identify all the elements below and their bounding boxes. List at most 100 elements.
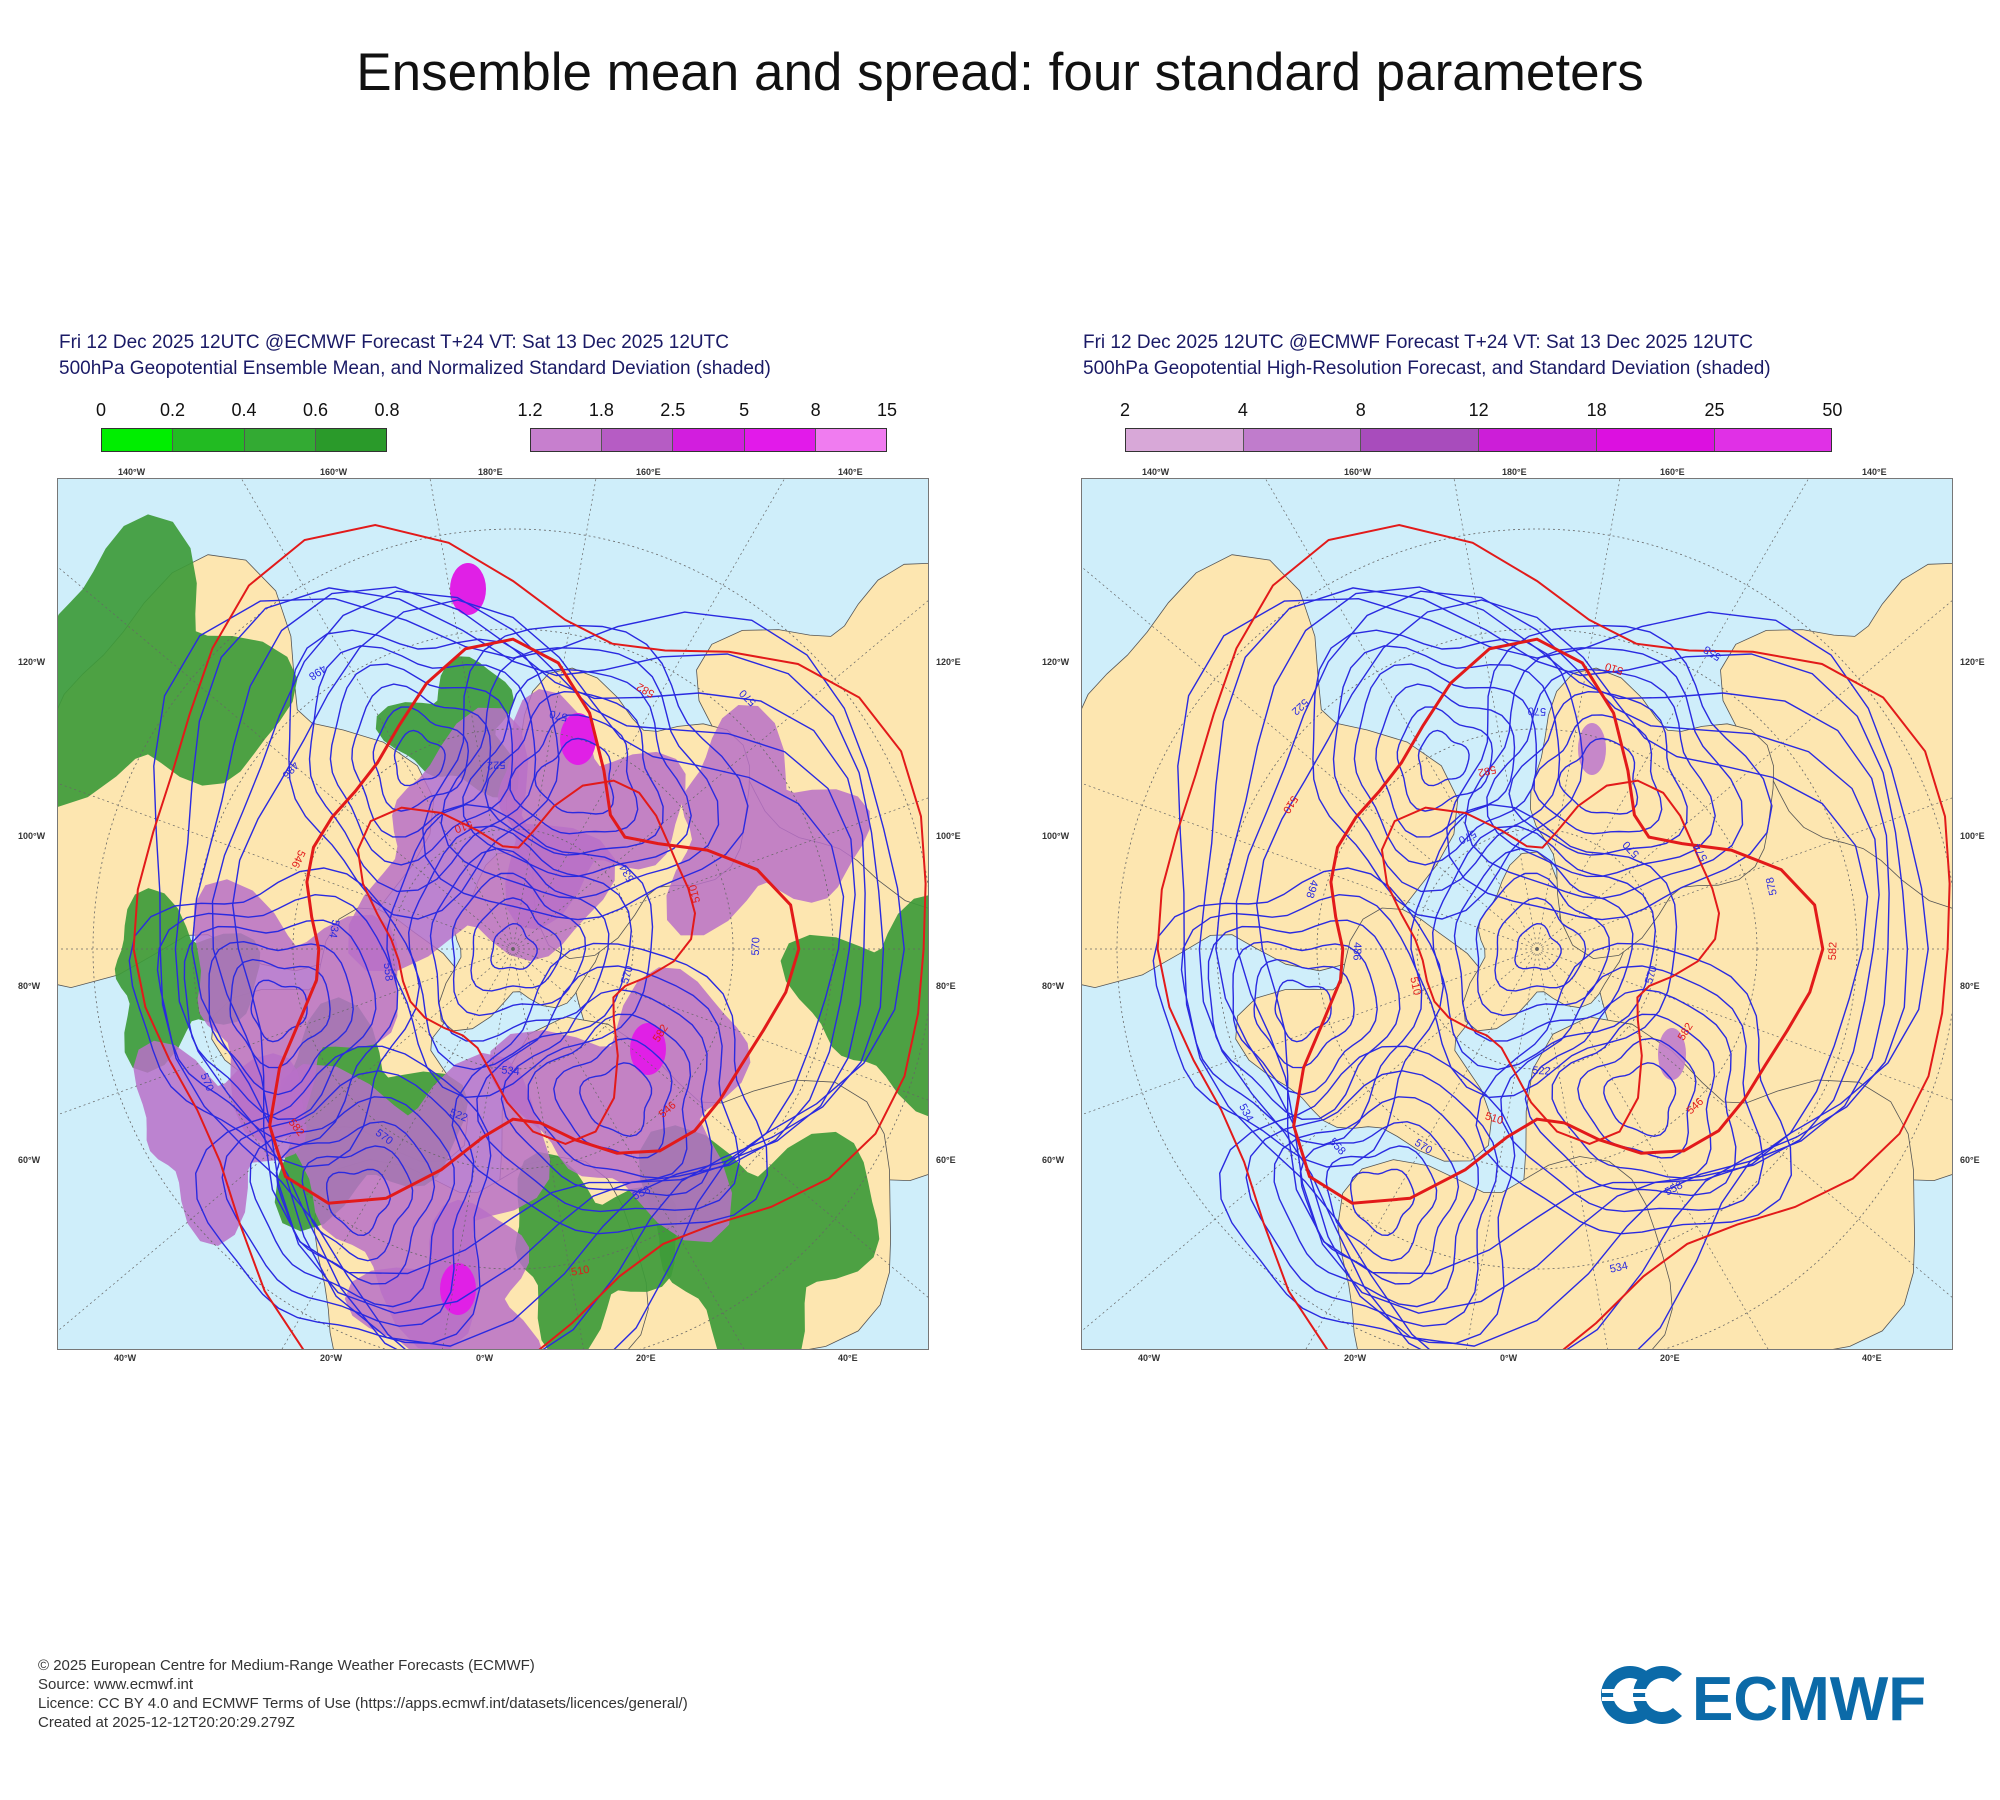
height-contour <box>1475 872 1611 1017</box>
low-spread-shading <box>515 1151 678 1349</box>
map-canvas: 5705825465585105345225705825705585345464… <box>58 479 928 1349</box>
legend-label: 25 <box>1704 400 1725 420</box>
height-contour <box>1508 690 1688 856</box>
meridian-line <box>1536 479 1621 950</box>
height-contour <box>500 988 713 1197</box>
forecast-time-line: Fri 12 Dec 2025 12UTC @ECMWF Forecast T+… <box>59 332 729 353</box>
legend-label: 0.4 <box>231 400 257 420</box>
contour-label: 570 <box>619 964 636 985</box>
height-contour <box>1245 1070 1499 1327</box>
legend-swatch <box>1126 429 1244 451</box>
meridian-line <box>1466 948 1538 1349</box>
parameter-line: 500hPa Geopotential Ensemble Mean, and N… <box>59 358 771 379</box>
height-contour <box>1215 586 1890 1347</box>
height-contour <box>128 867 421 1168</box>
legend-label: 15 <box>876 400 898 420</box>
map-tick-label: 120°E <box>1960 657 1985 667</box>
legend-swatch <box>1479 429 1597 451</box>
height-contour <box>553 1037 673 1159</box>
created-line: Created at 2025-12-12T20:20:29.279Z <box>38 1714 295 1731</box>
map-tick-label: 100°E <box>1960 831 1985 841</box>
height-contour-510 <box>356 779 697 1145</box>
source-line: Source: www.ecmwf.int <box>38 1676 194 1693</box>
legend-swatch <box>244 429 316 451</box>
contour-label: 582 <box>1477 763 1498 779</box>
height-contour <box>208 940 354 1096</box>
height-contour <box>1349 1168 1415 1237</box>
height-contour <box>211 590 856 1314</box>
height-contour <box>579 1062 653 1138</box>
map-tick-label: 180°E <box>478 467 503 477</box>
map-tick-label: 20°E <box>636 1353 656 1363</box>
map-tick-label: 120°W <box>18 657 46 667</box>
map-tick-label: 20°E <box>1660 1353 1680 1363</box>
height-contour <box>393 729 446 787</box>
height-contour <box>476 965 741 1213</box>
legend-green: 0 0.2 0.4 0.6 0.8 <box>96 400 400 452</box>
map-tick-label: 60°W <box>18 1155 41 1165</box>
legend-swatch <box>1714 429 1832 451</box>
meridian-line <box>1082 566 1538 950</box>
height-contour <box>509 714 639 835</box>
height-contour <box>288 629 560 920</box>
height-contour <box>1486 668 1716 878</box>
height-contour <box>221 1070 475 1327</box>
meridian-line <box>1536 479 1809 950</box>
legend-swatch <box>744 429 816 451</box>
height-contour <box>1274 979 1332 1043</box>
meridian-line <box>512 948 928 1298</box>
height-contour <box>1198 587 1909 1349</box>
low-spread-shading <box>780 895 928 1117</box>
legend-swatch <box>102 429 174 451</box>
meridian-line <box>58 948 514 1332</box>
map-tick-label: 40°E <box>838 1353 858 1363</box>
map-tick-label: 80°W <box>1042 981 1065 991</box>
height-contour <box>1494 897 1587 992</box>
contour-label: 486 <box>1350 942 1363 961</box>
height-contour <box>1453 847 1634 1042</box>
panel-header: Fri 12 Dec 2025 12UTC @ECMWF Forecast T+… <box>59 330 771 382</box>
height-contour <box>422 624 749 921</box>
land-mass <box>1235 907 1493 1162</box>
legend-label: 0 <box>95 400 107 420</box>
legend-swatch <box>173 429 245 451</box>
map-tick-label: 60°E <box>1960 1155 1980 1165</box>
legend-colorbar <box>1125 428 1833 452</box>
map-tick-label: 100°W <box>1042 831 1070 841</box>
height-contour <box>191 586 866 1347</box>
map-tick-label: 160°E <box>1660 467 1685 477</box>
contour-label: 510 <box>570 1264 590 1279</box>
legend-colorbar <box>101 428 387 452</box>
height-contour-546 <box>1292 637 1825 1205</box>
max-spread-shading <box>450 563 486 615</box>
map-tick-label: 120°E <box>936 657 961 667</box>
height-contour <box>1431 825 1657 1071</box>
contour-label: 510 <box>1484 1110 1505 1127</box>
map-tick-label: 80°W <box>18 981 41 991</box>
height-contour <box>386 803 654 1099</box>
meridian-line <box>1536 948 1608 1349</box>
meridian-line <box>281 948 514 1349</box>
height-contour <box>407 825 633 1071</box>
legend-swatch <box>531 429 603 451</box>
height-contour <box>490 922 538 970</box>
contour-label: 510 <box>687 883 703 904</box>
legend-label: 1.2 <box>517 400 543 420</box>
meridian-line <box>512 479 785 950</box>
legend-label: 5 <box>739 400 750 420</box>
map-tick-label: 140°W <box>1142 467 1170 477</box>
height-contour <box>1500 965 1765 1213</box>
meridian-line <box>512 948 584 1349</box>
map-tick-label: 0°W <box>1500 1353 1518 1363</box>
legend-label: 8 <box>810 400 821 420</box>
meridian-line <box>1536 948 1952 1298</box>
height-contour <box>1325 1145 1438 1262</box>
map-tick-label: 160°W <box>1344 467 1372 477</box>
height-contour <box>372 706 470 812</box>
height-contour <box>527 1013 692 1179</box>
panel-header: Fri 12 Dec 2025 12UTC @ECMWF Forecast T+… <box>1083 330 1771 382</box>
height-contour <box>249 1096 456 1308</box>
map-tick-label: 60°E <box>936 1155 956 1165</box>
legend-swatch <box>602 429 674 451</box>
height-contour <box>451 942 769 1235</box>
